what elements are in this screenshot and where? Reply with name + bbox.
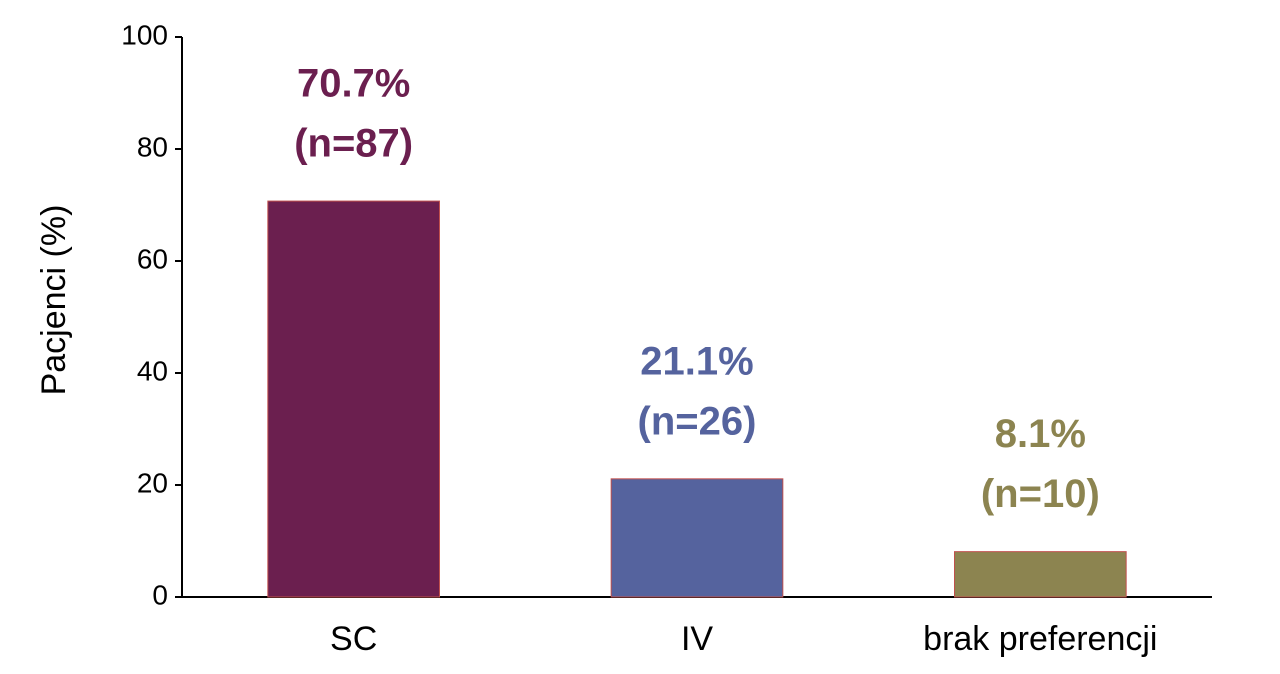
count-label: (n=10): [981, 472, 1100, 516]
y-tick-label: 20: [137, 467, 168, 498]
bar: [954, 551, 1127, 598]
count-label: (n=87): [294, 122, 413, 166]
y-axis-label: Pacjenci (%): [35, 205, 73, 396]
y-tick-label: 100: [121, 19, 168, 50]
x-tick-label: brak preferencji: [923, 620, 1157, 658]
y-tick-label: 40: [137, 355, 168, 386]
x-tick-label: IV: [681, 620, 713, 658]
x-tick-label: SC: [330, 620, 377, 658]
bar: [267, 200, 441, 598]
y-tick-label: 60: [137, 243, 168, 274]
count-label: (n=26): [638, 399, 757, 443]
y-tick-label: 80: [137, 131, 168, 162]
y-tick-label: 0: [152, 579, 168, 610]
value-label: 8.1%: [995, 412, 1086, 456]
value-label: 21.1%: [640, 339, 753, 383]
value-label: 70.7%: [297, 62, 410, 106]
bar: [610, 478, 784, 598]
